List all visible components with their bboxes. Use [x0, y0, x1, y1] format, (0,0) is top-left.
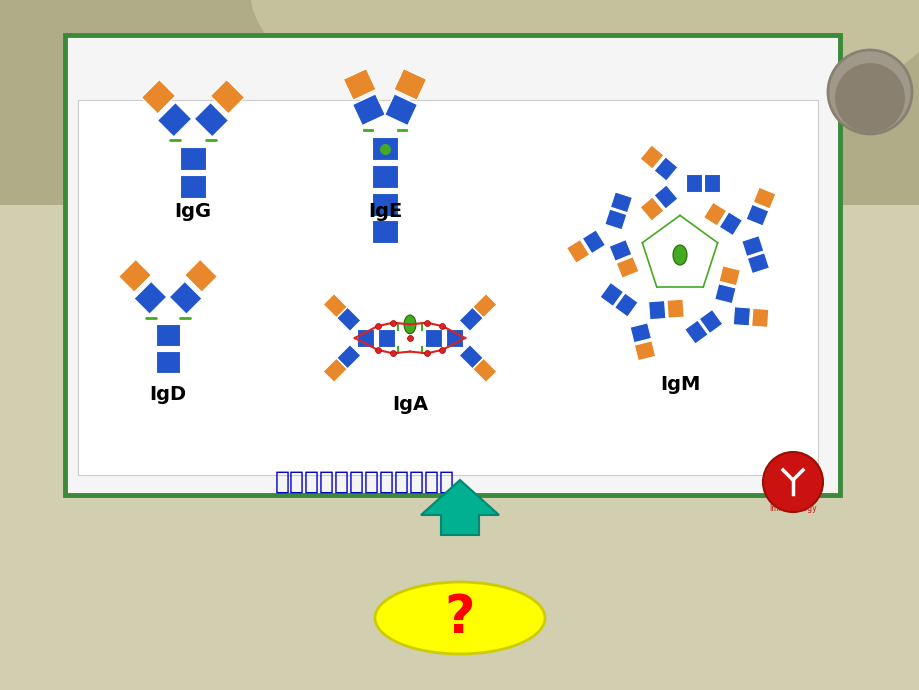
Polygon shape: [599, 282, 623, 306]
Text: Immunology: Immunology: [768, 504, 816, 513]
Polygon shape: [714, 284, 735, 304]
Polygon shape: [614, 293, 638, 317]
Polygon shape: [336, 307, 360, 331]
Polygon shape: [640, 145, 664, 169]
FancyBboxPatch shape: [78, 100, 817, 475]
Polygon shape: [719, 266, 740, 286]
Polygon shape: [155, 351, 180, 373]
Polygon shape: [378, 328, 394, 347]
Text: IgG: IgG: [175, 202, 211, 221]
Polygon shape: [119, 259, 151, 292]
Text: IgA: IgA: [391, 395, 427, 414]
Polygon shape: [630, 323, 651, 343]
Polygon shape: [336, 345, 360, 368]
Polygon shape: [194, 103, 228, 137]
Polygon shape: [445, 328, 462, 347]
Polygon shape: [666, 299, 684, 318]
Polygon shape: [157, 103, 191, 137]
Polygon shape: [703, 174, 720, 192]
Ellipse shape: [403, 315, 415, 334]
Polygon shape: [648, 301, 665, 319]
Polygon shape: [180, 175, 206, 198]
Polygon shape: [185, 259, 217, 292]
Circle shape: [827, 50, 911, 134]
Polygon shape: [684, 320, 708, 344]
Polygon shape: [753, 187, 775, 209]
Text: IgM: IgM: [659, 375, 699, 394]
Polygon shape: [751, 308, 768, 327]
Polygon shape: [653, 185, 677, 209]
Polygon shape: [357, 328, 374, 347]
FancyBboxPatch shape: [0, 0, 919, 210]
Polygon shape: [566, 239, 589, 263]
Polygon shape: [741, 236, 763, 257]
Polygon shape: [384, 94, 417, 126]
Polygon shape: [352, 94, 385, 126]
Polygon shape: [472, 358, 496, 382]
Polygon shape: [608, 239, 631, 262]
Polygon shape: [472, 294, 496, 317]
Polygon shape: [425, 328, 442, 347]
FancyArrow shape: [421, 480, 498, 535]
Polygon shape: [746, 253, 768, 273]
Polygon shape: [582, 230, 605, 254]
Polygon shape: [134, 282, 166, 314]
Ellipse shape: [673, 245, 686, 265]
Polygon shape: [634, 341, 655, 361]
Polygon shape: [703, 202, 726, 226]
Polygon shape: [372, 193, 397, 215]
Polygon shape: [323, 294, 346, 317]
Polygon shape: [653, 157, 677, 181]
Polygon shape: [640, 197, 664, 221]
Ellipse shape: [375, 582, 544, 654]
Polygon shape: [609, 192, 631, 213]
Text: IgD: IgD: [149, 385, 187, 404]
Polygon shape: [393, 68, 426, 100]
Polygon shape: [343, 68, 376, 100]
Polygon shape: [155, 324, 180, 346]
Polygon shape: [719, 212, 742, 235]
Polygon shape: [732, 307, 750, 326]
Polygon shape: [142, 79, 176, 114]
Circle shape: [762, 452, 823, 512]
Polygon shape: [686, 174, 701, 192]
Circle shape: [834, 63, 904, 133]
FancyBboxPatch shape: [65, 35, 839, 495]
Ellipse shape: [250, 0, 919, 140]
Polygon shape: [210, 79, 244, 114]
Polygon shape: [372, 165, 397, 188]
Polygon shape: [604, 209, 626, 230]
Text: 五类免疫球蛋白结构示意图: 五类免疫球蛋白结构示意图: [275, 470, 455, 494]
Polygon shape: [459, 307, 482, 331]
Polygon shape: [459, 345, 482, 368]
Polygon shape: [372, 220, 397, 243]
Polygon shape: [180, 147, 206, 170]
Polygon shape: [745, 204, 768, 226]
Polygon shape: [169, 282, 201, 314]
Text: ?: ?: [444, 592, 475, 644]
Polygon shape: [616, 257, 639, 278]
FancyBboxPatch shape: [0, 205, 919, 690]
Polygon shape: [323, 358, 346, 382]
Polygon shape: [372, 137, 397, 160]
Polygon shape: [698, 310, 722, 333]
Text: IgE: IgE: [368, 202, 402, 221]
